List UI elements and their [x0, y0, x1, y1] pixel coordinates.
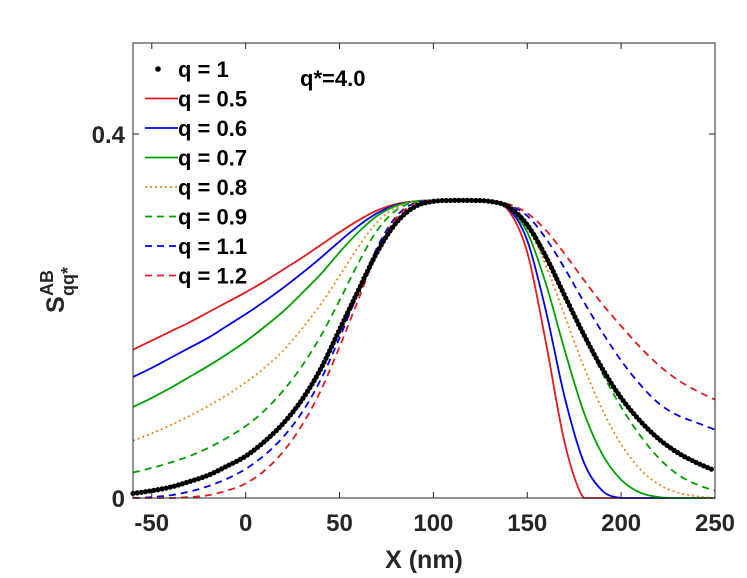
y-tick-label: 0.4	[92, 122, 126, 149]
data-point	[477, 197, 483, 204]
data-point	[708, 466, 714, 472]
y-axis-label-sub: qq*	[58, 267, 78, 296]
data-point	[422, 200, 429, 206]
data-point	[485, 198, 491, 204]
data-point	[134, 490, 140, 496]
data-point	[171, 483, 177, 489]
data-point	[439, 197, 445, 204]
y-axis-label: S AB qq*	[37, 267, 78, 313]
data-point	[427, 199, 433, 205]
x-tick-label: 150	[507, 510, 547, 537]
y-tick-label: 0	[112, 486, 125, 513]
data-point	[179, 481, 185, 487]
legend-label-q-0-8: q = 0.8	[178, 175, 247, 200]
x-tick-label: 250	[695, 510, 735, 537]
data-point	[452, 197, 458, 203]
x-tick-label: 50	[326, 510, 353, 537]
y-axis-label-main: S	[42, 296, 70, 313]
legend-marker-q-1	[155, 66, 161, 72]
data-point	[447, 197, 454, 204]
data-point	[163, 485, 169, 491]
series-q-0-8-line	[132, 199, 716, 499]
y-axis-label-sup: AB	[37, 270, 57, 296]
legend-label-q-0-9: q = 0.9	[178, 205, 247, 230]
data-point	[460, 197, 466, 203]
data-point	[187, 478, 194, 484]
plot-area	[133, 43, 715, 498]
legend-label-q-0-6: q = 0.6	[178, 116, 247, 141]
data-point	[151, 487, 157, 493]
data-point	[159, 486, 165, 492]
x-tick-label: 100	[413, 510, 453, 537]
legend-label-q-1-2: q = 1.2	[178, 264, 247, 289]
data-point	[468, 197, 475, 204]
data-point	[167, 484, 173, 490]
plot-frame	[132, 42, 716, 499]
data-point	[493, 199, 500, 206]
data-point	[199, 474, 206, 481]
legend-label-q-0-7: q = 0.7	[178, 146, 247, 171]
series-q-0-9-line	[132, 199, 716, 492]
x-axis-label: X (nm)	[385, 546, 463, 574]
legend-label-q-0-5: q = 0.5	[178, 87, 247, 112]
x-tick-label: 0	[239, 510, 252, 537]
legend-label-q-1: q = 1	[178, 57, 229, 82]
annotation-qstar: q*=4.0	[300, 66, 365, 91]
axes-layer: -50 0 50 100 150 200 250 0 0.4	[92, 43, 735, 537]
data-point	[456, 197, 462, 203]
data-point	[155, 487, 161, 493]
data-point	[498, 200, 504, 206]
data-point	[175, 482, 181, 488]
data-point	[489, 199, 496, 205]
data-point	[191, 477, 198, 483]
data-point	[142, 489, 149, 495]
data-point	[443, 197, 449, 204]
data-point	[147, 488, 153, 494]
legend: q = 1 q = 0.5 q = 0.6 q = 0.7 q = 0.8 q = 0.9…	[145, 57, 247, 289]
data-point	[473, 197, 479, 204]
data-point	[435, 198, 441, 204]
data-point	[481, 198, 487, 204]
data-point	[183, 479, 190, 486]
data-point	[418, 201, 425, 207]
data-point	[138, 489, 144, 495]
series-q-1	[130, 197, 714, 497]
legend-label-q-1-1: q = 1.1	[178, 234, 247, 259]
x-tick-label: -50	[134, 510, 169, 537]
series-layer	[130, 197, 716, 499]
data-point	[195, 476, 202, 482]
data-point	[431, 198, 437, 204]
x-tick-label: 200	[601, 510, 641, 537]
data-point	[464, 197, 470, 203]
data-point	[414, 202, 421, 208]
